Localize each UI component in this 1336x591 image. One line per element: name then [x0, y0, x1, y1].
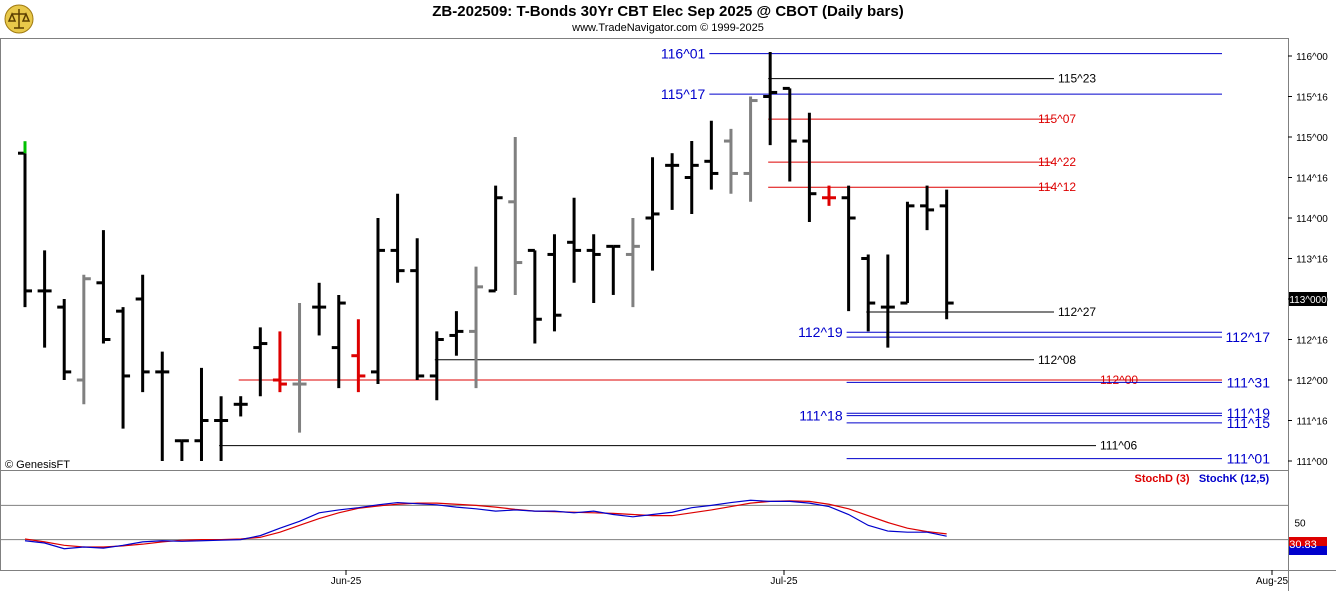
price-bar [645, 157, 660, 271]
price-bar [312, 282, 327, 336]
price-bar [880, 254, 895, 348]
price-bar [233, 396, 248, 417]
price-bar [665, 153, 680, 210]
price-bar [390, 193, 405, 283]
price-level-label: 111^18 [799, 408, 843, 424]
price-bar [567, 197, 582, 283]
price-bar [606, 244, 621, 295]
time-axis-label: Aug-25 [1256, 576, 1289, 587]
stoch-series-line [24, 499, 947, 550]
price-level-label: 116^01 [661, 46, 706, 62]
price-bar [527, 248, 542, 344]
stoch-last-value-label: 30.83 [1289, 539, 1317, 551]
price-bar [743, 96, 758, 202]
price-level-label: 111^15 [1227, 415, 1271, 431]
price-level-label: 112^17 [1226, 329, 1271, 345]
current-price-label: 113^000 [1289, 295, 1327, 306]
price-axis-tick-label: 112^00 [1296, 376, 1328, 387]
price-bar [351, 319, 366, 393]
stoch-panel-frame [0, 470, 1289, 571]
stoch-series-line [24, 500, 947, 548]
price-axis-tick-label: 111^16 [1296, 417, 1327, 428]
price-bar [194, 367, 209, 461]
price-bar [135, 274, 150, 393]
price-bar [449, 311, 464, 356]
price-level-label: 111^31 [1227, 374, 1271, 390]
price-bar [900, 201, 915, 305]
price-bar [253, 327, 268, 397]
price-bar [116, 307, 131, 429]
price-axis: 111^00111^16112^00112^16113^00113^16114^… [1288, 52, 1328, 530]
price-axis-tick-label: 114^16 [1296, 174, 1328, 185]
price-level-label: 111^06 [1100, 439, 1138, 453]
price-bar [782, 86, 797, 182]
legend-stochk: StochK (12,5) [1199, 473, 1270, 485]
price-bar [508, 137, 523, 295]
price-bar [723, 128, 738, 194]
legend-stochd: StochD (3) [1135, 473, 1190, 485]
price-bar [410, 238, 425, 380]
price-axis-tick-label: 114^00 [1296, 214, 1328, 225]
price-bar [920, 185, 935, 231]
stoch-last-value-marker: 30.83 [1289, 537, 1327, 555]
price-bar [292, 303, 307, 433]
price-level-label: 112^08 [1038, 353, 1076, 367]
price-bar [57, 299, 72, 380]
price-axis-tick-label: 112^16 [1296, 336, 1328, 347]
price-levels: 116^01 115^23 115^17 115^07 114^22 114^12 112^… [219, 46, 1270, 467]
price-level-label: 115^17 [661, 86, 706, 102]
price-level-label: 111^19 [1227, 405, 1271, 421]
price-bar [547, 234, 562, 332]
price-bar [37, 250, 52, 348]
price-bar [214, 396, 229, 461]
price-bar [939, 189, 954, 320]
price-bar [76, 274, 91, 405]
price-bar [272, 331, 287, 393]
chart-title: ZB-202509: T-Bonds 30Yr CBT Elec Sep 202… [432, 3, 904, 20]
current-price-marker: 113^000 [1289, 292, 1327, 306]
price-panel-frame [0, 38, 1289, 471]
price-axis-tick-label: 116^00 [1296, 52, 1328, 63]
price-bar [704, 120, 719, 190]
trade-navigator-logo-icon [4, 4, 34, 34]
time-axis-label: Jun-25 [331, 576, 362, 587]
price-bar [331, 294, 346, 389]
price-level-label: 112^19 [798, 324, 843, 340]
price-bar [684, 141, 699, 214]
chart-subtitle: www.TradeNavigator.com © 1999-2025 [572, 22, 764, 34]
price-bar [841, 185, 856, 312]
time-axis: Jun-25 Jul-25 Aug-25 [331, 570, 1289, 587]
price-axis-tick-label: 115^16 [1296, 93, 1328, 104]
price-axis-tick-label: 115^00 [1296, 133, 1328, 144]
price-level-label: 114^22 [1038, 155, 1076, 169]
price-bar [469, 266, 484, 389]
price-bar [96, 230, 111, 344]
price-bar [802, 112, 817, 223]
price-bar [155, 351, 170, 461]
price-level-label: 115^23 [1058, 72, 1096, 86]
price-axis-tick-label: 113^16 [1296, 255, 1328, 266]
price-bar [763, 51, 778, 146]
copyright-text: © GenesisFT [5, 459, 70, 471]
price-bar [488, 185, 503, 293]
price-bar [625, 218, 640, 308]
time-axis-label: Jul-25 [770, 576, 798, 587]
price-axis-tick-label: 111^00 [1296, 457, 1327, 468]
price-level-label: 115^07 [1038, 112, 1076, 126]
stochastic-lines [24, 499, 947, 550]
price-level-label: 111^01 [1227, 451, 1271, 467]
price-bar [429, 331, 444, 401]
price-level-label: 112^27 [1058, 305, 1096, 319]
price-bar [370, 218, 385, 385]
price-bar [861, 254, 876, 332]
price-bars [18, 51, 954, 461]
price-bar [174, 439, 189, 461]
stoch-axis-tick-label: 50 [1294, 519, 1306, 530]
price-level-label: 114^12 [1038, 180, 1076, 194]
price-bar [586, 234, 601, 304]
price-bar [822, 185, 837, 206]
